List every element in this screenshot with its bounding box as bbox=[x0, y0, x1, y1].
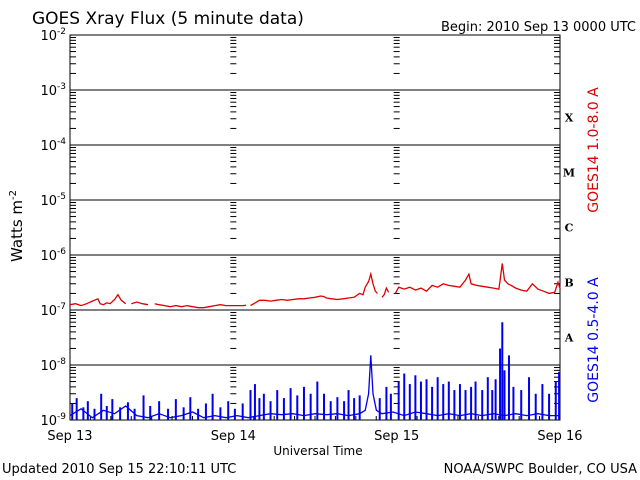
y-tick-label: 10-7 bbox=[40, 302, 66, 319]
x-tick-label: Sep 14 bbox=[211, 429, 256, 444]
decade-gridlines bbox=[70, 89, 560, 366]
updated-timestamp: Updated 2010 Sep 15 22:10:11 UTC bbox=[2, 462, 236, 477]
y-tick-base: 10 bbox=[40, 249, 57, 264]
y-tick-label: 10-5 bbox=[40, 192, 66, 209]
series-line-0 bbox=[381, 286, 390, 298]
y-tick-base: 10 bbox=[40, 139, 57, 154]
y-tick-base: 10 bbox=[40, 304, 57, 319]
x-tick-label: Sep 15 bbox=[374, 429, 419, 444]
flare-class-A: A bbox=[564, 332, 574, 345]
flare-class-X: X bbox=[565, 112, 574, 125]
y-tick-label: 10-9 bbox=[40, 412, 66, 429]
plot-frame bbox=[69, 34, 561, 421]
day-separator-ticks bbox=[89, 37, 541, 421]
series-line-0 bbox=[394, 263, 561, 295]
y-tick-label: 10-6 bbox=[40, 247, 66, 264]
y-tick-base: 10 bbox=[40, 414, 57, 429]
x-axis-label: Universal Time bbox=[273, 444, 362, 458]
minor-ticks bbox=[70, 37, 560, 404]
flare-class-M: M bbox=[563, 167, 575, 180]
y-tick-label: 10-4 bbox=[40, 137, 66, 154]
series-line-0 bbox=[131, 301, 149, 306]
x-tick-label: Sep 16 bbox=[537, 429, 582, 444]
x-tick-labels: Sep 13 Sep 14 Sep 15 Sep 16 bbox=[47, 429, 582, 444]
flare-class-labels: A B C M X bbox=[563, 112, 575, 345]
y-tick-label: 10-3 bbox=[40, 82, 66, 99]
y-tick-base: 10 bbox=[40, 29, 57, 44]
series-layer bbox=[69, 263, 561, 420]
flare-class-C: C bbox=[565, 222, 574, 235]
y-tick-base: 10 bbox=[40, 84, 57, 99]
y-axis-label-base: Watts m bbox=[8, 200, 26, 262]
series-line-0 bbox=[154, 303, 247, 309]
y-tick-label: 10-8 bbox=[40, 357, 66, 374]
x-tick-label: Sep 13 bbox=[47, 429, 92, 444]
chart-title: GOES Xray Flux (5 minute data) bbox=[32, 9, 304, 29]
y-tick-base: 10 bbox=[40, 194, 57, 209]
y-tick-label: 10-2 bbox=[40, 27, 66, 44]
y-tick-exponent: -4 bbox=[57, 137, 66, 147]
y-tick-exponent: -9 bbox=[57, 412, 66, 422]
legend-short-channel: GOES14 0.5-4.0 A bbox=[586, 277, 602, 403]
y-axis-label-exp: -2 bbox=[8, 190, 19, 200]
y-tick-exponent: -3 bbox=[57, 82, 66, 92]
y-tick-labels: 10-910-810-710-610-510-410-310-2 bbox=[40, 27, 66, 429]
y-tick-exponent: -5 bbox=[57, 192, 66, 202]
y-tick-base: 10 bbox=[40, 359, 57, 374]
credit-line: NOAA/SWPC Boulder, CO USA bbox=[444, 462, 637, 477]
series-line-0 bbox=[69, 293, 127, 307]
y-axis-label: Watts m-2 bbox=[8, 190, 26, 262]
series-line-0 bbox=[250, 271, 378, 307]
y-tick-exponent: -7 bbox=[57, 302, 66, 312]
begin-time: Begin: 2010 Sep 13 0000 UTC bbox=[441, 20, 636, 35]
y-tick-exponent: -2 bbox=[57, 27, 66, 37]
flare-class-B: B bbox=[564, 277, 573, 290]
y-tick-exponent: -8 bbox=[57, 357, 66, 367]
y-tick-exponent: -6 bbox=[57, 247, 66, 257]
legend-long-channel: GOES14 1.0-8.0 A bbox=[586, 87, 602, 213]
